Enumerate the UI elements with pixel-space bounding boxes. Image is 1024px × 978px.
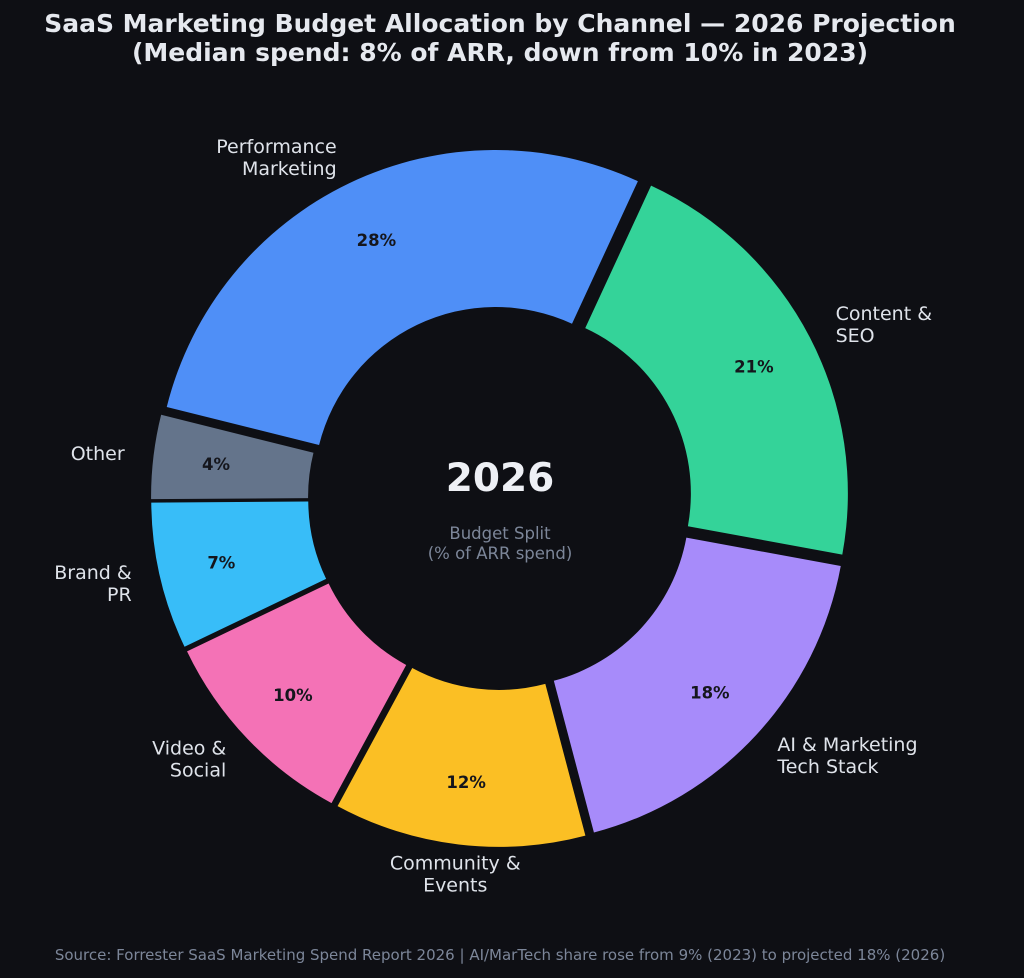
slice-community-and-events	[337, 668, 586, 847]
category-label-line: Community &	[390, 852, 521, 874]
category-label-line: PR	[107, 584, 132, 606]
category-label-line: Marketing	[242, 158, 337, 180]
slice-video-and-social	[187, 583, 407, 804]
percent-label-video-and-social: 10%	[273, 686, 313, 705]
percent-label-brand-and-pr: 7%	[207, 553, 235, 572]
slice-brand-and-pr	[151, 501, 327, 647]
percent-label-performance-marketing: 28%	[357, 231, 397, 250]
category-labels: Performance Marketing Content & SEO AI & Mar…	[54, 136, 932, 896]
category-label-line: AI & Marketing	[777, 734, 917, 756]
chart-title: SaaS Marketing Budget Allocation by Chan…	[44, 9, 956, 67]
category-label-video-and-social: Video & Social	[152, 738, 226, 782]
category-label-line: Brand &	[54, 562, 132, 584]
percent-label-content-and-seo: 21%	[734, 357, 774, 376]
center-sublabel-line-1: Budget Split	[449, 524, 551, 543]
category-label-content-and-seo: Content & SEO	[836, 303, 933, 347]
category-label-ai-and-marketing-tech-stack: AI & Marketing Tech Stack	[776, 734, 917, 778]
chart-title-line-2: (Median spend: 8% of ARR, down from 10% …	[132, 38, 868, 67]
category-label-performance-marketing: Performance Marketing	[216, 136, 336, 180]
category-label-line: Performance	[216, 136, 336, 158]
category-label-line: Events	[423, 874, 487, 896]
slice-content-and-seo	[585, 185, 848, 555]
percent-label-community-and-events: 12%	[446, 773, 486, 792]
category-label-brand-and-pr: Brand & PR	[54, 562, 132, 606]
source-note: Source: Forrester SaaS Marketing Spend R…	[55, 946, 945, 964]
center-sublabel-line-2: (% of ARR spend)	[428, 544, 573, 563]
slice-performance-marketing	[166, 149, 638, 445]
percent-label-other: 4%	[202, 455, 230, 474]
category-label-line: Content &	[836, 303, 933, 325]
category-label-line: Social	[170, 760, 226, 782]
donut-center: 2026 Budget Split (% of ARR spend)	[428, 456, 573, 563]
category-label-other: Other	[71, 443, 125, 465]
category-label-line: Video &	[152, 738, 226, 760]
slice-ai-and-marketing-tech-stack	[553, 537, 841, 833]
category-label-community-and-events: Community & Events	[390, 852, 521, 896]
chart-title-line-1: SaaS Marketing Budget Allocation by Chan…	[44, 9, 956, 38]
category-label-line: Tech Stack	[776, 756, 878, 778]
category-label-line: Other	[71, 443, 125, 465]
percent-label-ai-and-marketing-tech-stack: 18%	[690, 683, 730, 702]
percent-labels: 28% 21% 18% 12% 10% 7% 4%	[202, 231, 774, 792]
donut-slices	[151, 149, 848, 847]
slice-other	[151, 414, 314, 500]
category-label-line: SEO	[836, 325, 875, 347]
center-year-label: 2026	[446, 456, 555, 501]
